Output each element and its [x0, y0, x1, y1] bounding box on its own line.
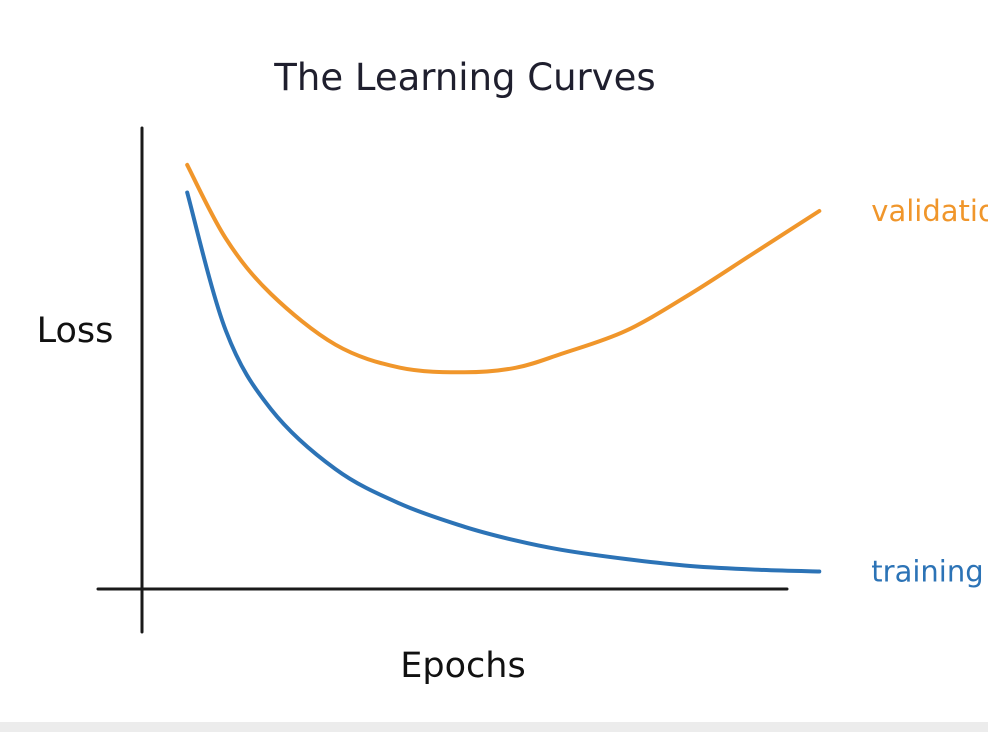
x-axis-label: Epochs: [400, 646, 525, 686]
validation-label: validation: [871, 194, 988, 228]
bottom-strip: [0, 722, 988, 732]
training-curve: [185, 190, 822, 574]
chart-title: The Learning Curves: [273, 56, 655, 99]
training-label: training: [871, 555, 983, 589]
series-layer: validation training: [185, 162, 988, 589]
y-axis-label: Loss: [37, 311, 114, 351]
validation-curve: [185, 162, 822, 375]
